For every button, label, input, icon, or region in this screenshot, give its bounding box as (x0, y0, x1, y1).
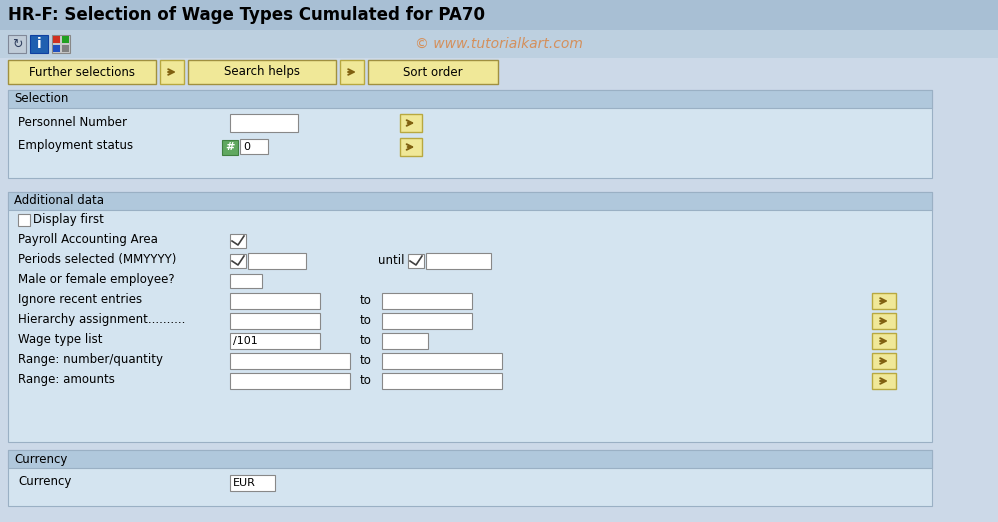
Bar (230, 373, 350, 389)
Text: to: to (360, 374, 372, 386)
Bar (872, 333, 896, 349)
Text: Additional data: Additional data (14, 195, 104, 208)
Text: Sort order: Sort order (403, 65, 463, 78)
Text: Currency: Currency (18, 476, 72, 489)
Bar (62, 36, 69, 43)
Text: Hierarchy assignment..........: Hierarchy assignment.......... (18, 314, 186, 326)
Text: EUR: EUR (233, 478, 255, 488)
Bar (222, 140, 238, 155)
Text: 0: 0 (243, 141, 250, 151)
Text: Periods selected (MMYYYY): Periods selected (MMYYYY) (18, 254, 177, 267)
Bar (30, 35, 48, 53)
Bar (230, 293, 320, 309)
Text: ↻: ↻ (12, 38, 22, 51)
Text: Ignore recent entries: Ignore recent entries (18, 293, 142, 306)
Bar (400, 138, 422, 156)
Text: to: to (360, 293, 372, 306)
Text: to: to (360, 314, 372, 326)
Bar (382, 313, 472, 329)
Bar (400, 114, 422, 132)
Text: Search helps: Search helps (224, 65, 300, 78)
Text: Further selections: Further selections (29, 65, 135, 78)
Bar (230, 274, 262, 288)
Bar (230, 254, 246, 268)
Text: Personnel Number: Personnel Number (18, 115, 127, 128)
Bar (8, 35, 26, 53)
Text: Display first: Display first (33, 213, 104, 227)
Text: © www.tutorialkart.com: © www.tutorialkart.com (415, 37, 583, 51)
Bar (872, 353, 896, 369)
Text: Payroll Accounting Area: Payroll Accounting Area (18, 233, 158, 246)
Text: to: to (360, 353, 372, 366)
Bar (52, 35, 70, 53)
Text: HR-F: Selection of Wage Types Cumulated for PA70: HR-F: Selection of Wage Types Cumulated … (8, 6, 485, 24)
Text: to: to (360, 334, 372, 347)
Bar (340, 60, 364, 84)
Bar (382, 373, 502, 389)
Bar (426, 253, 491, 269)
Bar (248, 253, 306, 269)
Bar (0, 30, 998, 58)
Bar (0, 58, 998, 86)
Text: /101: /101 (233, 336, 257, 346)
Bar (382, 293, 472, 309)
Text: Male or female employee?: Male or female employee? (18, 274, 175, 287)
Bar (18, 214, 30, 226)
Bar (188, 60, 336, 84)
Bar (230, 333, 320, 349)
Bar (62, 45, 69, 52)
Bar (0, 0, 998, 30)
Bar (408, 254, 424, 268)
Text: Range: amounts: Range: amounts (18, 374, 115, 386)
Text: Employment status: Employment status (18, 139, 133, 152)
Bar (8, 90, 932, 108)
Text: i: i (37, 37, 41, 51)
Bar (8, 450, 932, 506)
Bar (872, 293, 896, 309)
Text: Wage type list: Wage type list (18, 334, 103, 347)
Bar (8, 90, 932, 178)
Bar (160, 60, 184, 84)
Text: until: until (378, 254, 404, 267)
Bar (240, 139, 268, 154)
Bar (53, 36, 60, 43)
Bar (8, 450, 932, 468)
Text: Currency: Currency (14, 453, 68, 466)
Text: Range: number/quantity: Range: number/quantity (18, 353, 163, 366)
Bar (230, 353, 350, 369)
Bar (8, 60, 156, 84)
Text: Selection: Selection (14, 92, 69, 105)
Bar (230, 234, 246, 248)
Bar (53, 45, 60, 52)
Bar (230, 114, 298, 132)
Bar (368, 60, 498, 84)
Bar (382, 333, 428, 349)
Bar (230, 475, 275, 491)
Text: #: # (226, 142, 235, 152)
Bar (8, 192, 932, 210)
Bar (230, 313, 320, 329)
Bar (872, 373, 896, 389)
Bar (382, 353, 502, 369)
Bar (872, 313, 896, 329)
Bar (8, 192, 932, 442)
